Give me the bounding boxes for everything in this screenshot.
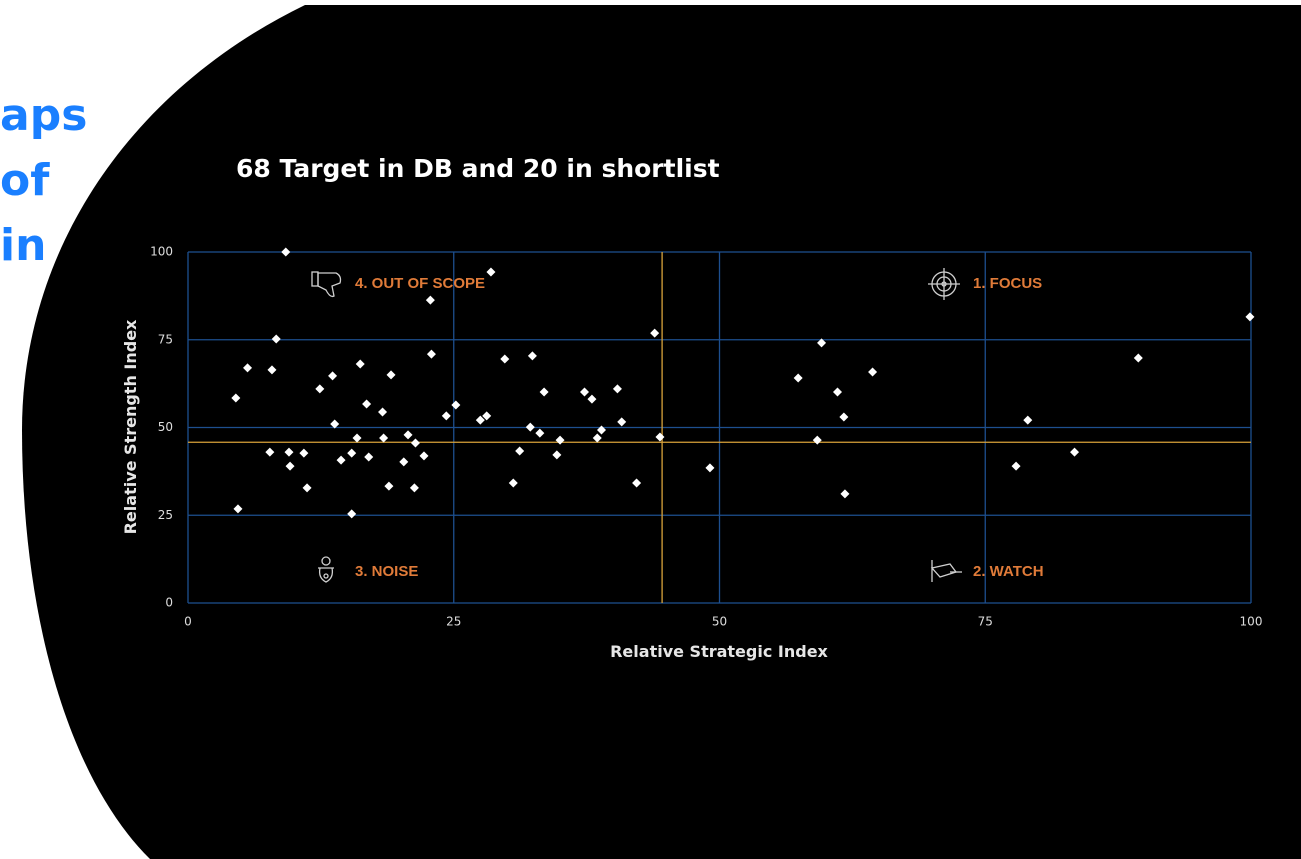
point [379,433,389,443]
side-text: of [0,155,50,206]
point [793,373,803,383]
x-tick-label: 0 [184,615,192,629]
point [486,267,496,277]
y-tick-label: 50 [158,420,173,434]
quadrant-label: 4. OUT OF SCOPE [355,275,485,292]
point [817,338,827,348]
point [1133,353,1143,363]
point [1245,312,1255,322]
point [527,351,537,361]
point [552,450,562,460]
point [482,411,492,421]
point [1070,447,1080,457]
side-text: aps [0,90,87,141]
point [579,387,589,397]
quadrant-label: 1. FOCUS [973,275,1042,292]
point [284,447,294,457]
point [285,461,295,471]
y-tick-label: 0 [165,596,173,610]
point [231,393,241,403]
point [508,478,518,488]
point [840,489,850,499]
point [336,455,346,465]
point [832,387,842,397]
point [347,448,357,458]
point [265,447,275,457]
y-axis-label: Relative Strength Index [121,319,140,534]
point [302,483,312,493]
point [267,365,277,375]
camera-icon [930,560,962,582]
point [347,509,357,519]
y-tick-label: 100 [150,245,173,259]
quadrant-label: 2. WATCH [973,563,1044,580]
point [1011,461,1021,471]
x-tick-label: 100 [1240,615,1263,629]
point [399,457,409,467]
point [233,504,243,514]
point [409,483,419,493]
point [315,384,325,394]
point [587,394,597,404]
point [705,463,715,473]
point [451,400,461,410]
point [655,432,665,442]
x-tick-label: 50 [712,615,727,629]
thumbs-down-icon [311,271,342,298]
point [328,371,338,381]
point [352,433,362,443]
point [525,422,535,432]
pacifier-icon [318,556,334,583]
point [378,407,388,417]
point [475,415,485,425]
point [425,295,435,305]
point [364,452,374,462]
point [539,387,549,397]
point [410,438,420,448]
y-tick-label: 25 [158,508,173,522]
x-axis-label: Relative Strategic Index [610,642,828,661]
x-tick-label: 25 [446,615,461,629]
y-tick-label: 75 [158,332,173,346]
point [281,247,291,257]
point [330,419,340,429]
quadrant-label: 3. NOISE [355,563,418,580]
side-text: in [0,220,46,271]
point [500,354,510,364]
point [612,384,622,394]
point [632,478,642,488]
point [355,359,365,369]
point [419,451,429,461]
point [555,435,565,445]
points [231,247,1255,519]
point [535,428,545,438]
point [384,481,394,491]
point [362,399,372,409]
point [441,411,451,421]
target-icon [928,268,960,300]
point [426,349,436,359]
grid [187,251,1252,604]
point [403,430,413,440]
point [868,367,878,377]
point [386,370,396,380]
point [1023,415,1033,425]
point [839,412,849,422]
point [515,446,525,456]
point [243,363,253,373]
chart-title: 68 Target in DB and 20 in shortlist [236,154,720,183]
point [812,435,822,445]
point [271,334,281,344]
point [592,433,602,443]
point [597,425,607,435]
point [650,328,660,338]
x-tick-label: 75 [978,615,993,629]
point [299,448,309,458]
point [617,417,627,427]
